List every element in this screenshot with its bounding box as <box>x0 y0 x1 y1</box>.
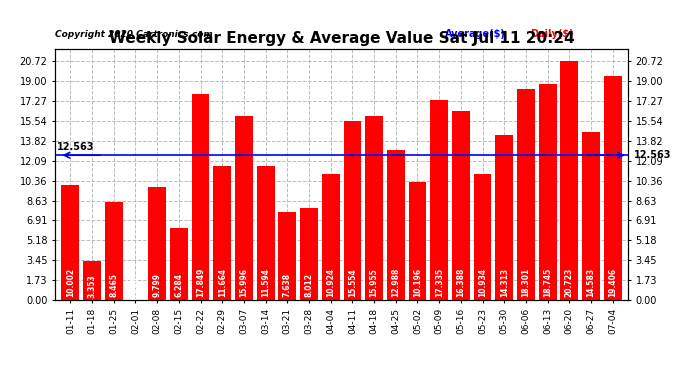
Bar <box>539 84 557 300</box>
Text: 7.638: 7.638 <box>283 272 292 297</box>
Bar <box>83 261 101 300</box>
Text: 18.301: 18.301 <box>522 267 531 297</box>
Bar <box>300 208 318 300</box>
Bar <box>582 132 600 300</box>
Text: 19.406: 19.406 <box>608 267 618 297</box>
Text: 11.594: 11.594 <box>261 267 270 297</box>
Bar <box>148 187 166 300</box>
Bar <box>560 61 578 300</box>
Text: 12.563: 12.563 <box>57 142 95 152</box>
Text: 18.745: 18.745 <box>543 267 552 297</box>
Bar <box>495 135 513 300</box>
Bar <box>517 89 535 300</box>
Bar <box>105 202 123 300</box>
Bar <box>213 166 231 300</box>
Bar <box>408 183 426 300</box>
Text: Copyright 2020 Cartronics.com: Copyright 2020 Cartronics.com <box>55 30 213 39</box>
Text: 15.996: 15.996 <box>239 267 248 297</box>
Text: 15.554: 15.554 <box>348 268 357 297</box>
Bar <box>431 100 448 300</box>
Bar <box>387 150 404 300</box>
Text: 10.196: 10.196 <box>413 267 422 297</box>
Text: Average($): Average($) <box>444 29 506 39</box>
Text: 20.723: 20.723 <box>565 267 574 297</box>
Bar <box>452 111 470 300</box>
Text: 16.388: 16.388 <box>456 267 465 297</box>
Bar <box>61 185 79 300</box>
Text: Daily($): Daily($) <box>531 29 574 39</box>
Bar <box>257 166 275 300</box>
Text: 8.465: 8.465 <box>109 273 118 297</box>
Bar <box>322 174 339 300</box>
Text: 9.799: 9.799 <box>152 273 161 297</box>
Text: 14.313: 14.313 <box>500 267 509 297</box>
Text: 0.008: 0.008 <box>131 276 140 300</box>
Text: 14.583: 14.583 <box>586 267 595 297</box>
Bar <box>192 94 210 300</box>
Text: 8.012: 8.012 <box>304 273 313 297</box>
Text: 10.002: 10.002 <box>66 267 75 297</box>
Text: 10.924: 10.924 <box>326 267 335 297</box>
Text: 15.955: 15.955 <box>370 268 379 297</box>
Bar <box>473 174 491 300</box>
Text: 17.335: 17.335 <box>435 267 444 297</box>
Bar <box>604 76 622 300</box>
Title: Weekly Solar Energy & Average Value Sat Jul 11 20:24: Weekly Solar Energy & Average Value Sat … <box>108 31 574 46</box>
Bar <box>365 116 383 300</box>
Text: 6.284: 6.284 <box>175 273 184 297</box>
Text: 17.849: 17.849 <box>196 267 205 297</box>
Bar <box>170 228 188 300</box>
Text: 12.563: 12.563 <box>633 150 671 160</box>
Bar <box>344 121 362 300</box>
Text: 12.988: 12.988 <box>391 267 400 297</box>
Text: 3.353: 3.353 <box>88 274 97 298</box>
Text: 10.934: 10.934 <box>478 267 487 297</box>
Bar <box>279 212 296 300</box>
Text: 11.664: 11.664 <box>218 267 227 297</box>
Bar <box>235 116 253 300</box>
